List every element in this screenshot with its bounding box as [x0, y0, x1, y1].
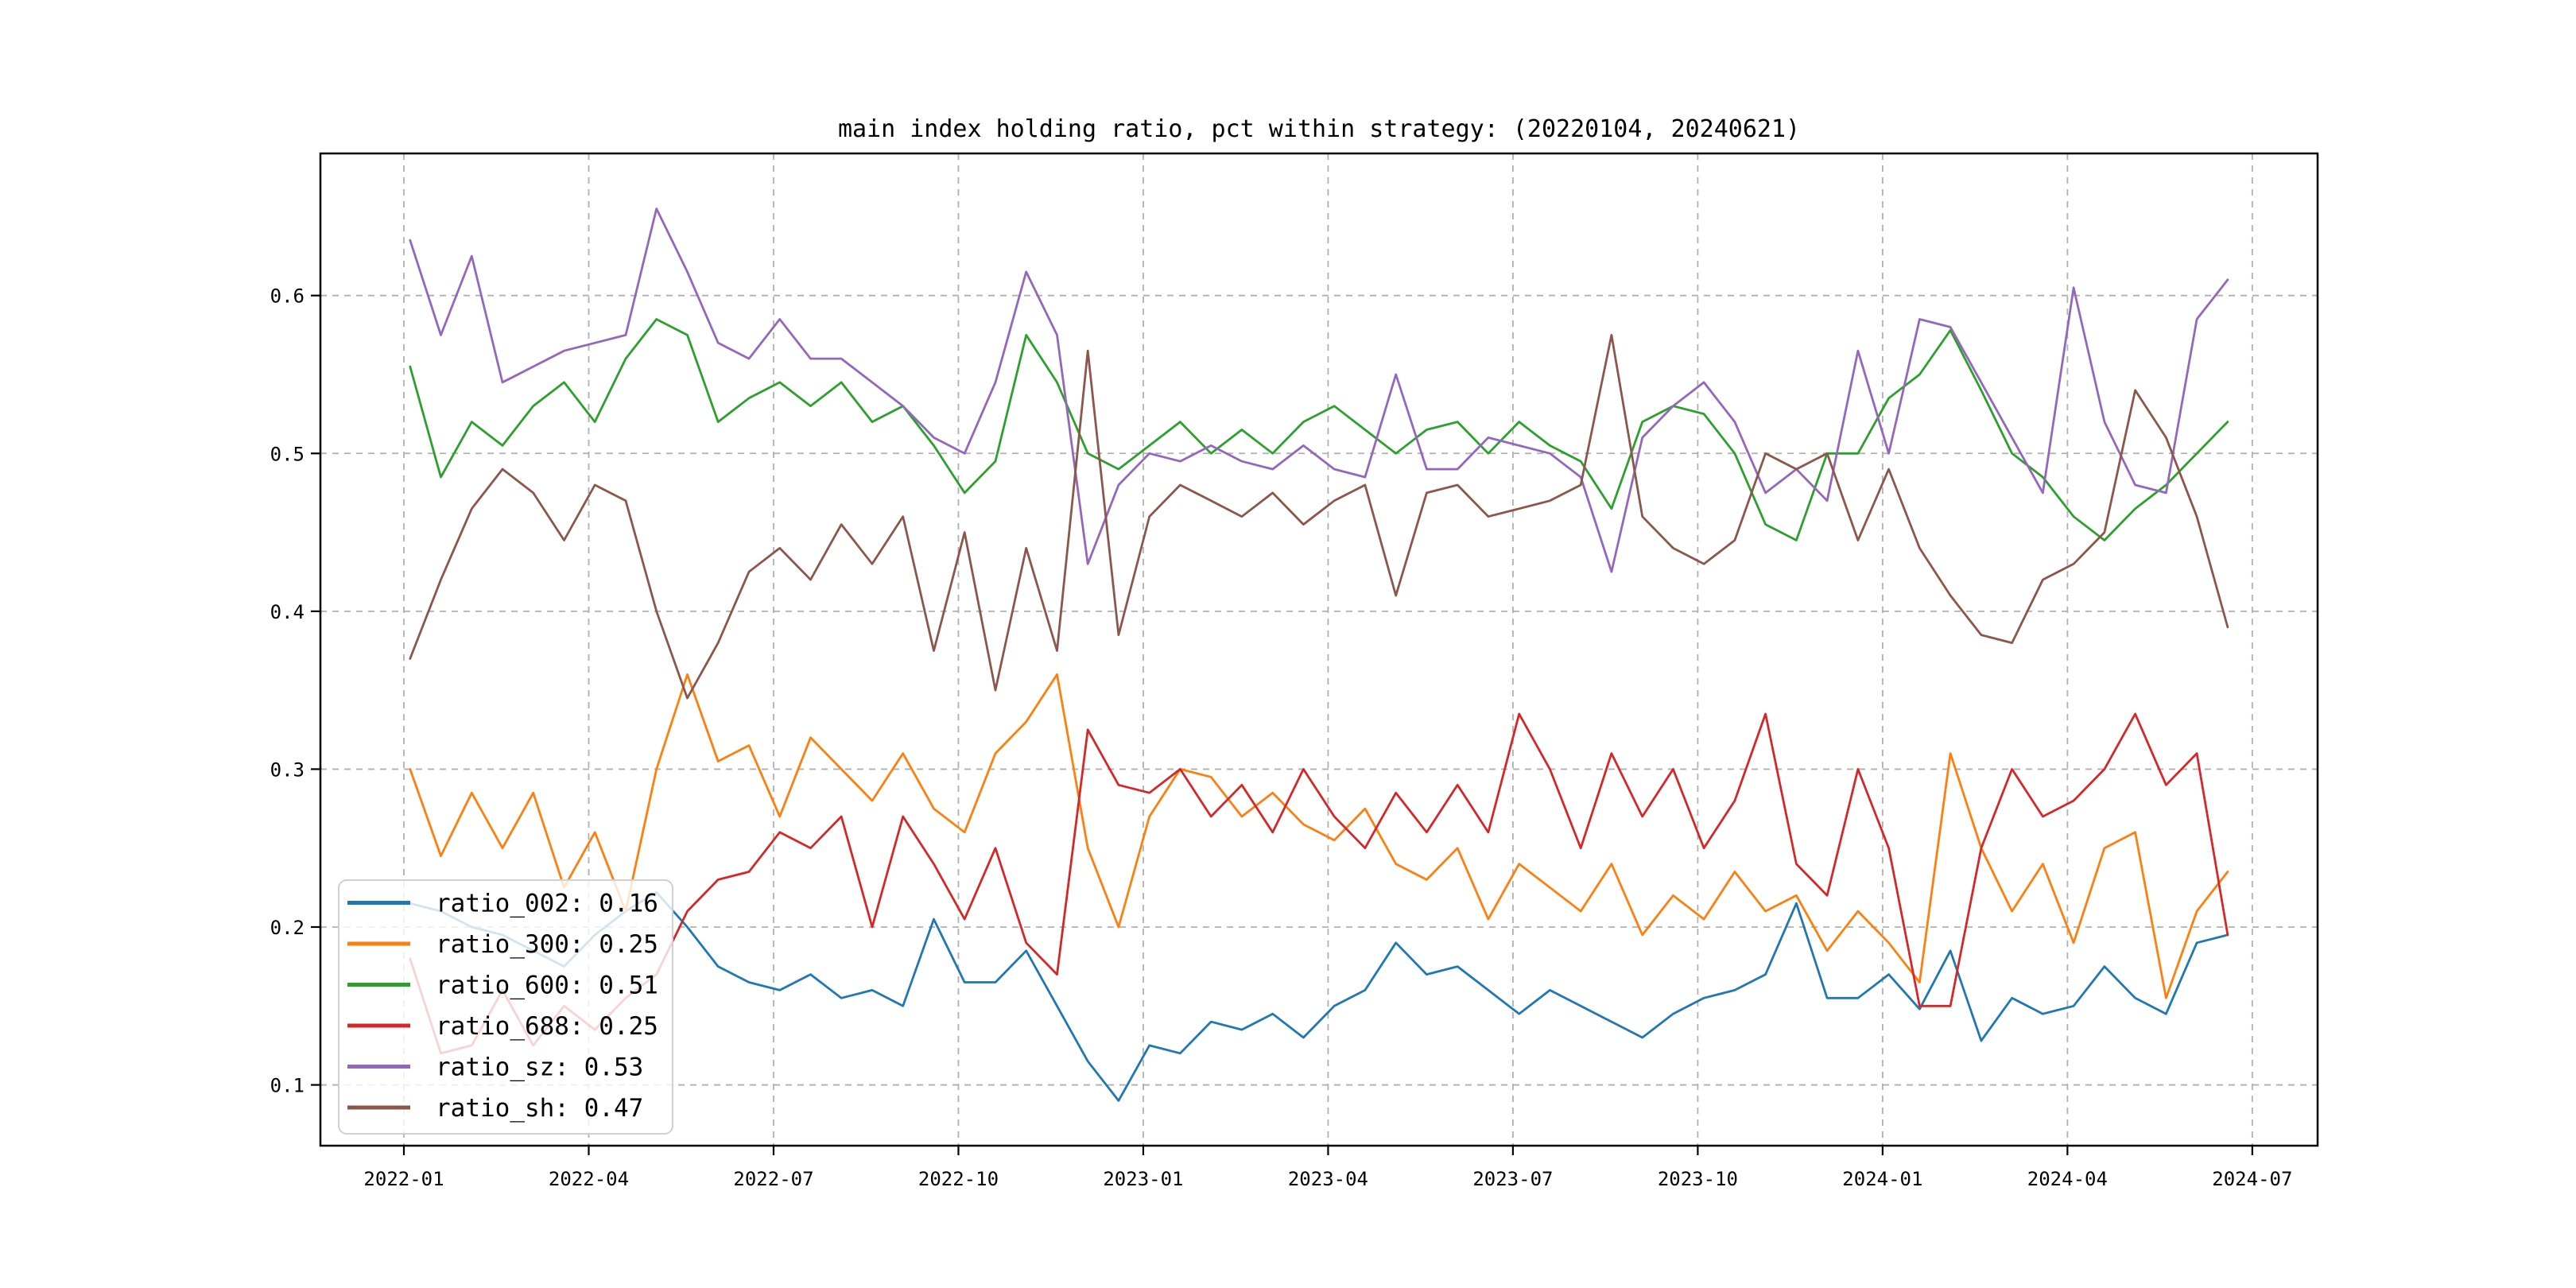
legend-label-ratio_sh: ratio_sh: 0.47	[436, 1094, 643, 1123]
series-line-ratio_300	[409, 673, 2229, 999]
legend-label-ratio_sz: ratio_sz: 0.53	[436, 1053, 643, 1082]
y-tick-label: 0.6	[270, 285, 305, 308]
x-tick-label: 2023-07	[1472, 1168, 1553, 1190]
x-tick-label: 2024-07	[2212, 1168, 2292, 1190]
y-tick-label: 0.5	[270, 443, 305, 465]
x-tick-label: 2022-07	[733, 1168, 813, 1190]
y-tick-label: 0.3	[270, 758, 305, 781]
series-line-ratio_002	[409, 890, 2229, 1102]
y-tick-label: 0.2	[270, 917, 305, 939]
chart-title: main index holding ratio, pct within str…	[838, 115, 1800, 143]
series-line-ratio_sz	[409, 208, 2229, 573]
series-line-ratio_600	[409, 318, 2229, 541]
series-line-ratio_688	[409, 712, 2229, 1055]
legend-label-ratio_300: ratio_300: 0.25	[436, 930, 658, 959]
legend-item: ratio_sz: 0.53	[347, 1053, 643, 1082]
x-tick-label: 2022-01	[363, 1168, 444, 1190]
tick-labels: 2022-01 2022-04 2022-07 2022-10 2023-01 2023-…	[270, 285, 2293, 1190]
x-tick-label: 2024-04	[2027, 1168, 2108, 1190]
legend-box: ratio_002: 0.16 ratio_300: 0.25 ratio_600:…	[338, 879, 673, 1135]
legend-label-ratio_600: ratio_600: 0.51	[436, 972, 658, 1000]
y-tick-label: 0.1	[270, 1075, 305, 1097]
legend-item: ratio_sh: 0.47	[347, 1094, 643, 1123]
legend-label-ratio_688: ratio_688: 0.25	[436, 1012, 658, 1041]
series-line-ratio_sh	[409, 333, 2229, 700]
series-lines	[409, 208, 2229, 1102]
legend-item: ratio_688: 0.25	[347, 1012, 658, 1041]
x-tick-label: 2022-10	[918, 1168, 999, 1190]
x-tick-label: 2023-04	[1288, 1168, 1368, 1190]
x-tick-label: 2023-10	[1658, 1168, 1738, 1190]
legend-item: ratio_002: 0.16	[347, 890, 658, 918]
legend-label-ratio_002: ratio_002: 0.16	[436, 890, 658, 918]
legend-item: ratio_300: 0.25	[347, 930, 658, 959]
x-tick-label: 2024-01	[1842, 1168, 1922, 1190]
x-tick-label: 2022-04	[549, 1168, 629, 1190]
legend-item: ratio_600: 0.51	[347, 972, 658, 1000]
tick-marks	[311, 294, 2253, 1155]
y-tick-label: 0.4	[270, 601, 305, 623]
x-tick-label: 2023-01	[1103, 1168, 1183, 1190]
plot-border	[319, 152, 2319, 1147]
legend-frame	[338, 879, 673, 1135]
